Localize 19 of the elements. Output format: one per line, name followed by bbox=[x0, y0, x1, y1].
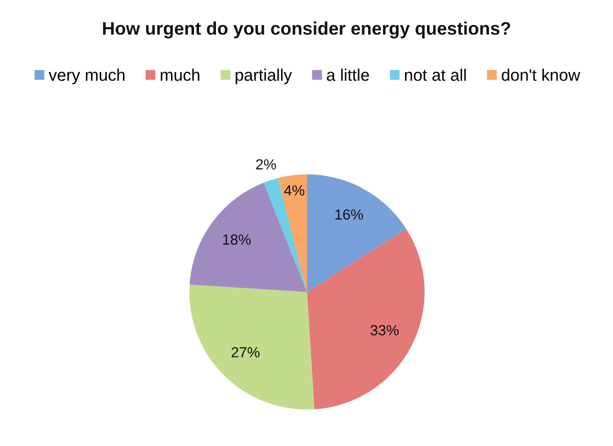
legend-label: don't know bbox=[502, 68, 580, 81]
legend-label: not at all bbox=[404, 68, 466, 81]
legend-label: much bbox=[160, 68, 200, 81]
pie-slice bbox=[307, 174, 406, 292]
pie-slice bbox=[264, 178, 307, 292]
pie-slice bbox=[278, 174, 307, 292]
chart-title: How urgent do you consider energy questions? bbox=[103, 22, 510, 38]
data-label: 27% bbox=[232, 347, 260, 358]
pie-slice bbox=[189, 284, 314, 410]
data-label: 4% bbox=[284, 185, 304, 196]
legend-label: a little bbox=[326, 68, 369, 81]
data-label: 16% bbox=[335, 209, 363, 220]
pie-slice bbox=[307, 228, 425, 410]
legend-label: partially bbox=[236, 68, 292, 84]
data-label: 18% bbox=[223, 234, 251, 245]
data-label: 2% bbox=[256, 159, 276, 170]
legend-label: very much bbox=[48, 68, 124, 84]
data-label: 33% bbox=[370, 325, 399, 336]
pie-slice bbox=[190, 182, 307, 292]
